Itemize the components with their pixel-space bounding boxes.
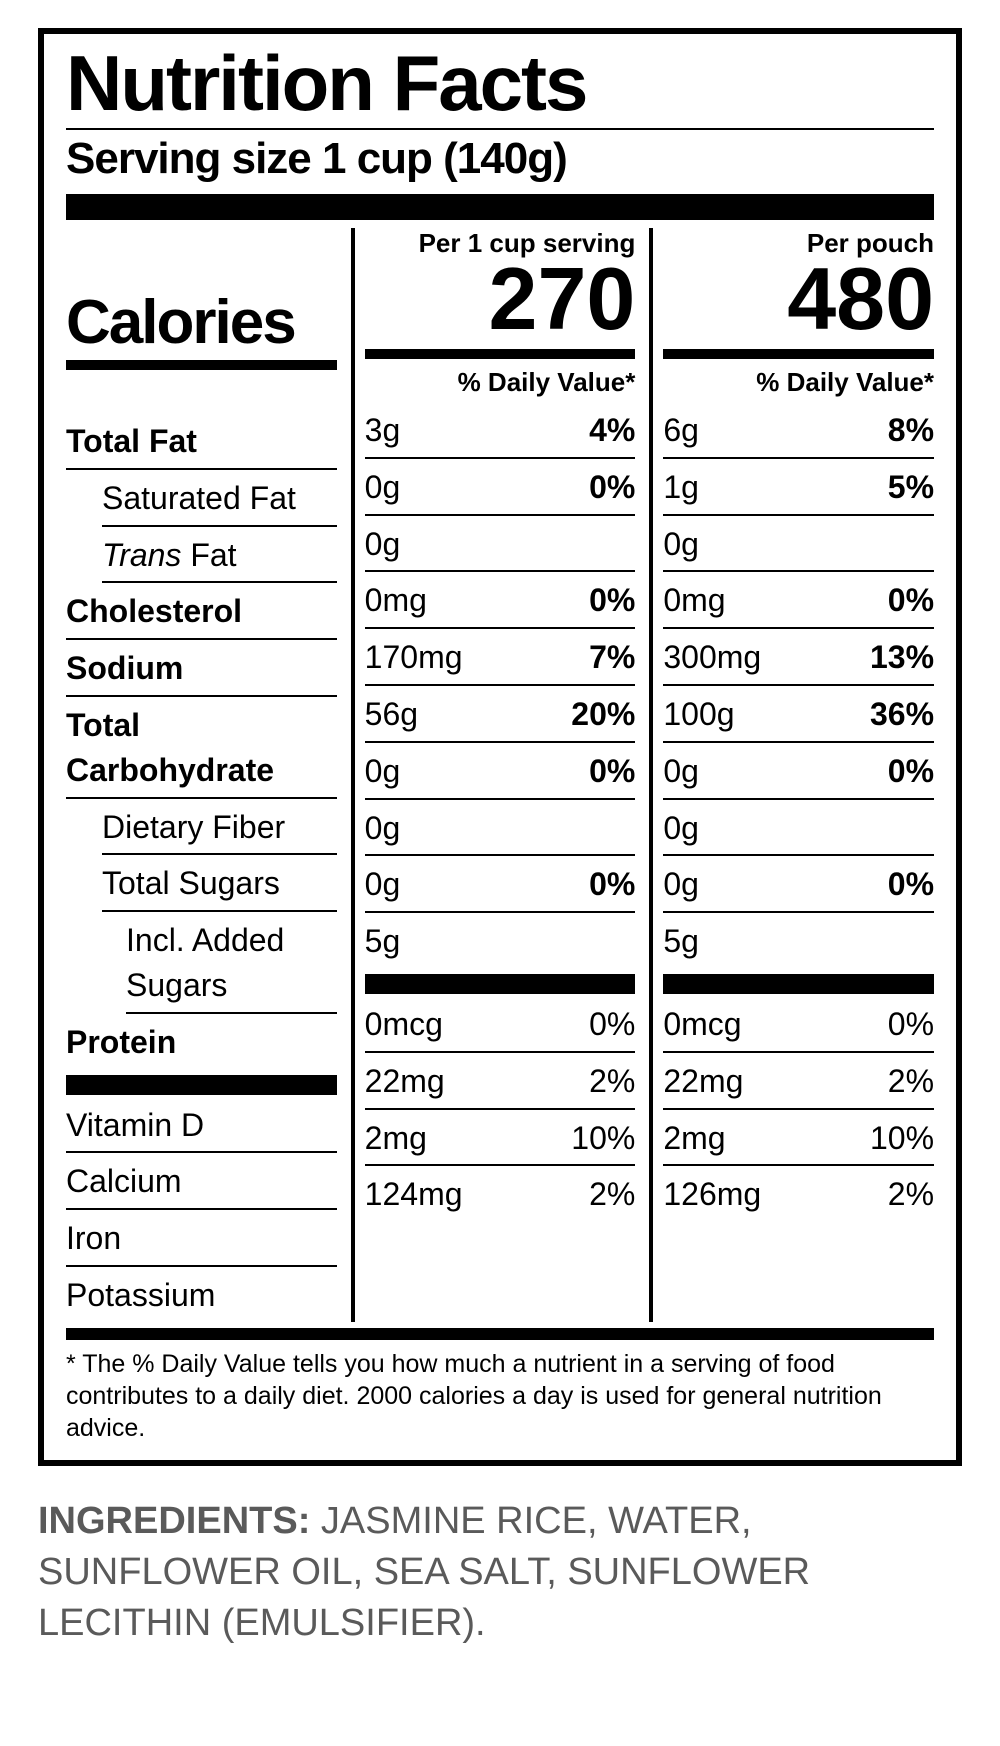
ingredients-label: INGREDIENTS:	[38, 1500, 310, 1542]
carb-amt-s: 56g	[365, 692, 418, 737]
calories-pouch: 480	[663, 255, 934, 343]
divider	[66, 360, 337, 370]
iron-pct-s: 10%	[549, 1116, 635, 1161]
sugars-amt-s: 0g	[365, 806, 401, 851]
sodium-label: Sodium	[66, 646, 333, 691]
total-fat-pct-s: 4%	[549, 408, 635, 453]
fiber-label: Dietary Fiber	[102, 805, 333, 850]
added-sugars-label: Incl. Added Sugars	[126, 918, 333, 1008]
vitamin-d-label: Vitamin D	[66, 1103, 333, 1148]
protein-amt-s: 5g	[365, 919, 401, 964]
fiber-amt-p: 0g	[663, 749, 699, 794]
cholesterol-amt-p: 0mg	[663, 578, 725, 623]
potassium-label: Potassium	[66, 1273, 333, 1318]
calcium-pct-p: 2%	[848, 1059, 934, 1104]
potassium-pct-p: 2%	[848, 1172, 934, 1217]
sat-fat-pct-p: 5%	[848, 465, 934, 510]
divider-mid	[365, 974, 636, 994]
fiber-pct-p: 0%	[848, 749, 934, 794]
total-sugars-label: Total Sugars	[102, 861, 333, 906]
sat-fat-amt-s: 0g	[365, 465, 401, 510]
divider-end	[66, 1328, 934, 1340]
added-sugars-pct-p: 0%	[848, 862, 934, 907]
trans-fat-amt-s: 0g	[365, 522, 401, 567]
divider-mid	[663, 974, 934, 994]
cholesterol-pct-s: 0%	[549, 578, 635, 623]
sat-fat-amt-p: 1g	[663, 465, 699, 510]
label-column: Calories Total Fat Saturated Fat Trans F…	[66, 228, 337, 1322]
divider-mid	[66, 1075, 337, 1095]
vitd-amt-s: 0mcg	[365, 1002, 443, 1047]
divider	[663, 349, 934, 359]
nutrition-facts-panel: Nutrition Facts Serving size 1 cup (140g…	[38, 28, 962, 1466]
iron-amt-p: 2mg	[663, 1116, 725, 1161]
sodium-amt-p: 300mg	[663, 635, 761, 680]
added-sugars-amt-s: 0g	[365, 862, 401, 907]
total-fat-amt-p: 6g	[663, 408, 699, 453]
sodium-amt-s: 170mg	[365, 635, 463, 680]
cholesterol-pct-p: 0%	[848, 578, 934, 623]
cholesterol-label: Cholesterol	[66, 589, 333, 634]
sodium-pct-s: 7%	[549, 635, 635, 680]
carb-pct-p: 36%	[848, 692, 934, 737]
divider-thick	[66, 194, 934, 220]
potassium-amt-s: 124mg	[365, 1172, 463, 1217]
per-pouch-column: Per pouch 480 % Daily Value* 6g8% 1g5% 0…	[649, 228, 934, 1322]
potassium-pct-s: 2%	[549, 1172, 635, 1217]
added-sugars-pct-s: 0%	[549, 862, 635, 907]
serving-size: Serving size 1 cup (140g)	[66, 130, 934, 190]
title: Nutrition Facts	[66, 44, 934, 130]
divider	[365, 349, 636, 359]
columns: Calories Total Fat Saturated Fat Trans F…	[66, 228, 934, 1322]
trans-fat-amt-p: 0g	[663, 522, 699, 567]
sugars-amt-p: 0g	[663, 806, 699, 851]
vitd-amt-p: 0mcg	[663, 1002, 741, 1047]
per-serving-column: Per 1 cup serving 270 % Daily Value* 3g4…	[351, 228, 636, 1322]
carb-pct-s: 20%	[549, 692, 635, 737]
dv-header-serving: % Daily Value*	[365, 359, 636, 402]
added-sugars-amt-p: 0g	[663, 862, 699, 907]
iron-label: Iron	[66, 1216, 333, 1261]
dv-header-pouch: % Daily Value*	[663, 359, 934, 402]
sodium-pct-p: 13%	[848, 635, 934, 680]
fiber-amt-s: 0g	[365, 749, 401, 794]
ingredients: INGREDIENTS: JASMINE RICE, WATER, SUNFLO…	[38, 1496, 962, 1650]
trans-fat-label: Trans Fat	[102, 533, 333, 578]
fiber-pct-s: 0%	[549, 749, 635, 794]
footnote: * The % Daily Value tells you how much a…	[66, 1344, 934, 1444]
calcium-amt-s: 22mg	[365, 1059, 445, 1104]
total-fat-label: Total Fat	[66, 419, 333, 464]
protein-amt-p: 5g	[663, 919, 699, 964]
iron-pct-p: 10%	[848, 1116, 934, 1161]
calcium-pct-s: 2%	[549, 1059, 635, 1104]
vitd-pct-p: 0%	[848, 1002, 934, 1047]
total-fat-pct-p: 8%	[848, 408, 934, 453]
potassium-amt-p: 126mg	[663, 1172, 761, 1217]
sat-fat-pct-s: 0%	[549, 465, 635, 510]
protein-label: Protein	[66, 1020, 333, 1065]
iron-amt-s: 2mg	[365, 1116, 427, 1161]
spacer	[66, 370, 337, 413]
cholesterol-amt-s: 0mg	[365, 578, 427, 623]
calcium-amt-p: 22mg	[663, 1059, 743, 1104]
vitd-pct-s: 0%	[549, 1002, 635, 1047]
total-fat-amt-s: 3g	[365, 408, 401, 453]
calcium-label: Calcium	[66, 1159, 333, 1204]
calories-serving: 270	[365, 255, 636, 343]
total-carb-label: Total Carbohydrate	[66, 703, 333, 793]
carb-amt-p: 100g	[663, 692, 734, 737]
saturated-fat-label: Saturated Fat	[102, 476, 333, 521]
calories-label: Calories	[66, 292, 337, 354]
